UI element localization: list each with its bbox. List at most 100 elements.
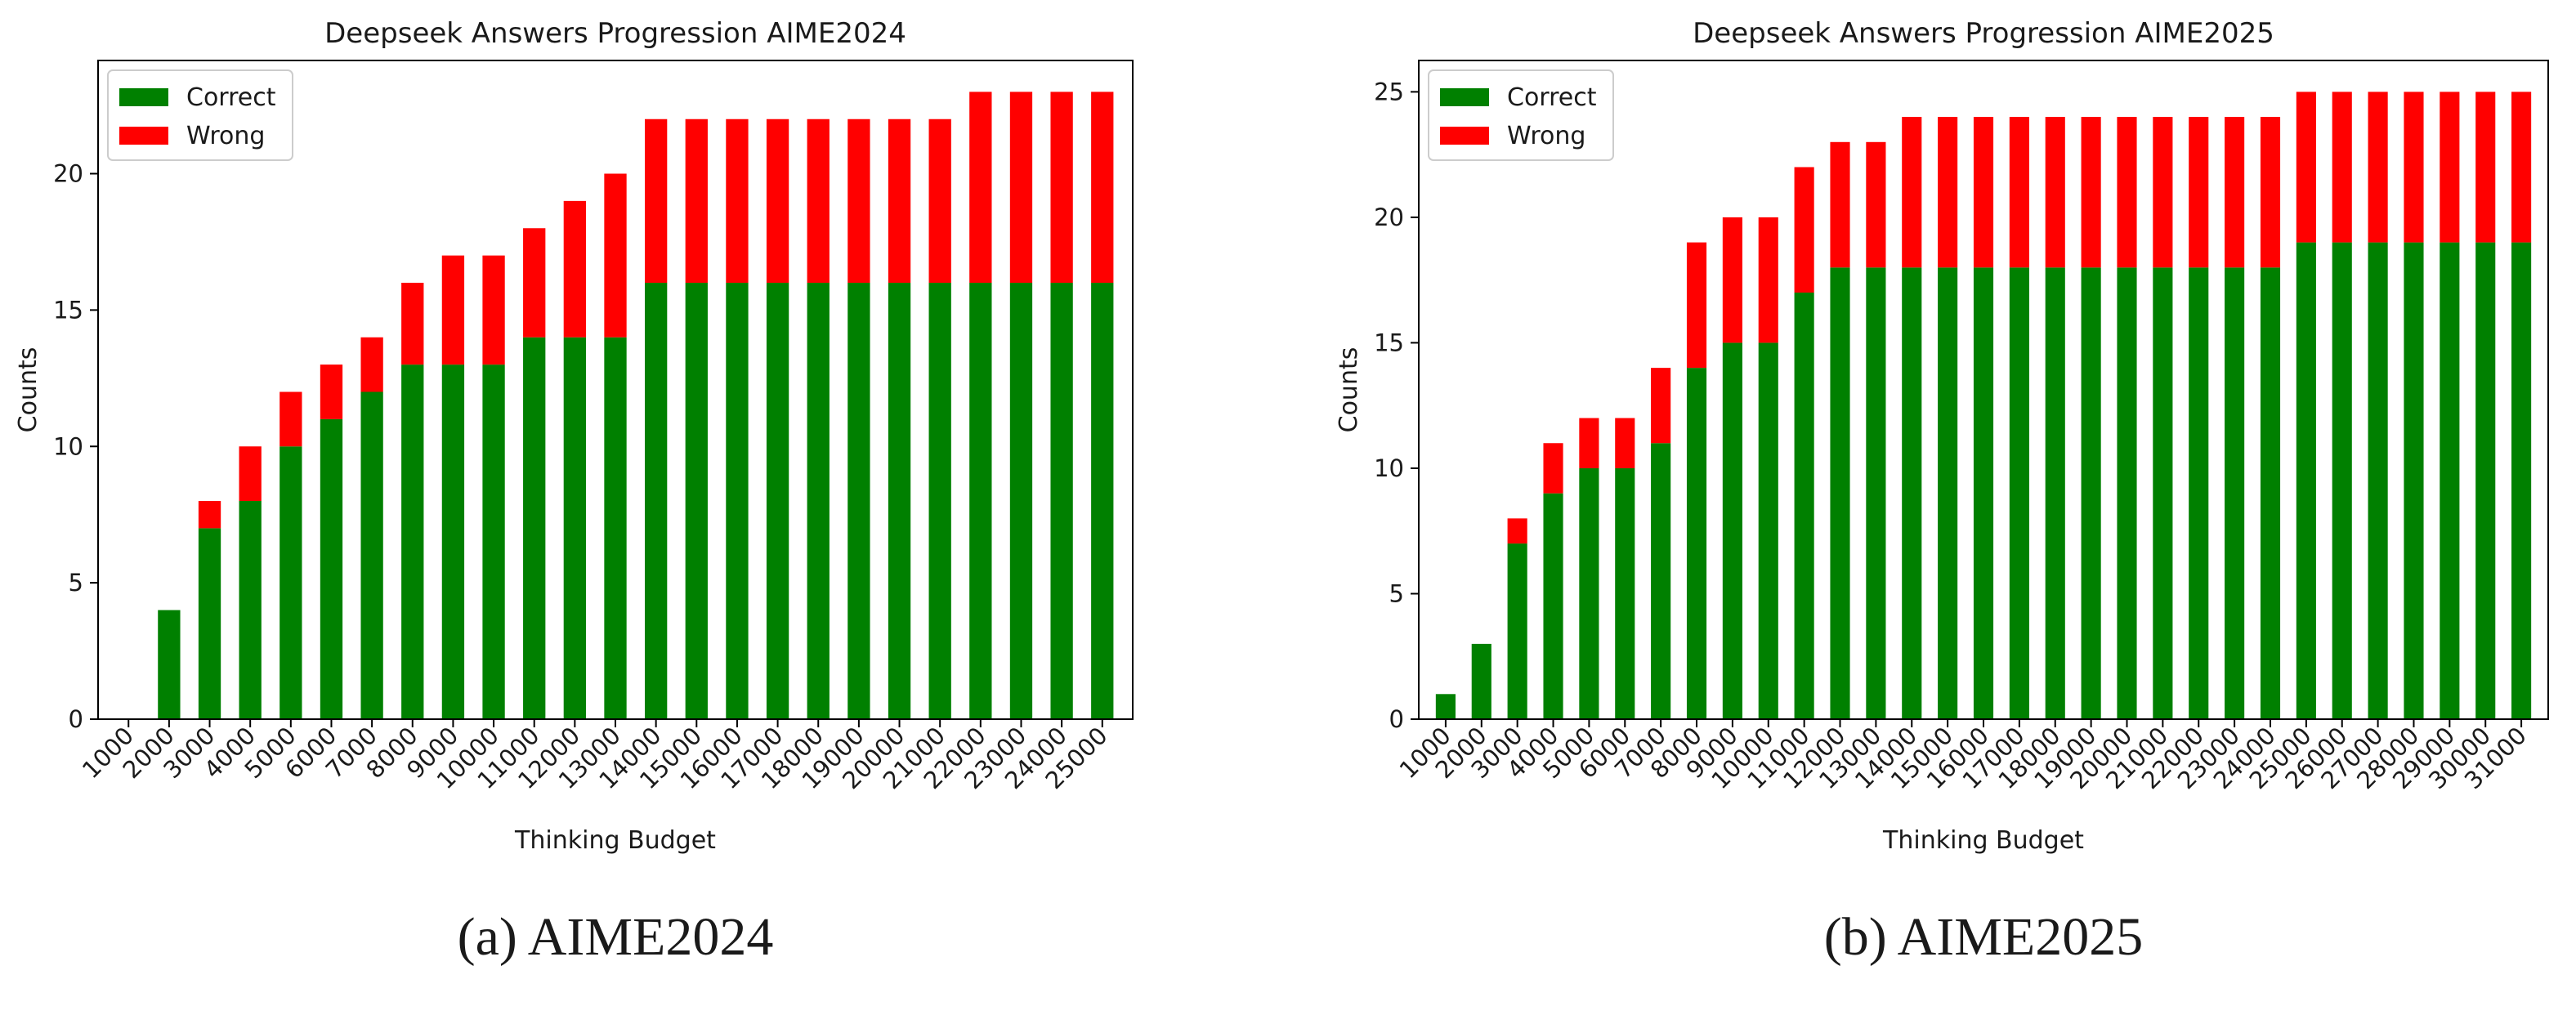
bar-wrong-12000 — [1830, 141, 1850, 268]
y-tick-label: 0 — [1389, 705, 1404, 733]
bar-correct-13000 — [1866, 267, 1886, 719]
bar-correct-24000 — [2260, 267, 2281, 719]
bar-wrong-17000 — [766, 118, 789, 284]
bar-wrong-24000 — [1050, 92, 1073, 284]
bar-wrong-5000 — [280, 391, 302, 447]
bar-correct-17000 — [2009, 267, 2029, 719]
bar-correct-19000 — [2081, 267, 2101, 719]
bar-correct-22000 — [2189, 267, 2209, 719]
bar-correct-4000 — [239, 501, 262, 719]
legend-swatch-correct — [119, 88, 168, 106]
legend-swatch-wrong — [119, 127, 168, 145]
bar-wrong-8000 — [401, 283, 424, 365]
bar-wrong-21000 — [2153, 117, 2173, 268]
bar-correct-2000 — [158, 610, 181, 719]
x-axis-label: Thinking Budget — [1882, 826, 2084, 855]
y-tick-label: 20 — [1374, 203, 1404, 231]
figure-caption: (b) AIME2025 — [1824, 907, 2143, 967]
bar-correct-16000 — [726, 283, 749, 719]
bar-wrong-26000 — [2332, 92, 2352, 243]
bar-correct-5000 — [1579, 467, 1599, 719]
bar-correct-12000 — [1830, 267, 1850, 719]
bar-correct-4000 — [1543, 493, 1563, 719]
bar-correct-6000 — [320, 418, 343, 719]
bar-correct-21000 — [928, 283, 951, 719]
chart-title: Deepseek Answers Progression AIME2024 — [324, 17, 906, 50]
bar-wrong-6000 — [320, 364, 343, 419]
bar-wrong-22000 — [969, 92, 992, 284]
bar-correct-7000 — [360, 391, 383, 719]
bar-wrong-21000 — [928, 118, 951, 284]
bar-correct-12000 — [563, 337, 587, 719]
bar-wrong-3000 — [1507, 518, 1527, 544]
bar-correct-2000 — [1471, 643, 1491, 719]
bar-correct-22000 — [969, 283, 992, 719]
bar-wrong-18000 — [2045, 117, 2065, 268]
bar-wrong-19000 — [847, 118, 870, 284]
bar-wrong-25000 — [1091, 92, 1114, 284]
bar-correct-24000 — [1050, 283, 1073, 719]
bar-wrong-15000 — [1938, 117, 1958, 268]
legend-label-wrong: Wrong — [186, 122, 265, 150]
bar-correct-23000 — [2225, 267, 2245, 719]
legend-label-correct: Correct — [186, 83, 276, 112]
bar-correct-21000 — [2153, 267, 2173, 719]
y-axis-label: Counts — [1335, 347, 1363, 433]
bar-wrong-5000 — [1579, 418, 1599, 468]
bar-correct-11000 — [1794, 293, 1814, 719]
bar-correct-29000 — [2440, 242, 2460, 720]
bar-wrong-4000 — [239, 446, 262, 502]
bar-correct-31000 — [2511, 242, 2532, 720]
chart-aime2024: 0510152010002000300040005000600070008000… — [14, 17, 1134, 967]
bar-wrong-12000 — [563, 200, 587, 338]
chart-title: Deepseek Answers Progression AIME2025 — [1693, 17, 2274, 50]
bar-wrong-15000 — [685, 118, 708, 284]
bar-wrong-14000 — [1902, 117, 1922, 268]
bar-wrong-20000 — [888, 118, 911, 284]
bar-wrong-11000 — [1794, 167, 1814, 293]
bar-correct-10000 — [1758, 342, 1778, 719]
bar-wrong-22000 — [2189, 117, 2209, 268]
legend-swatch-correct — [1440, 88, 1489, 106]
bar-wrong-31000 — [2511, 92, 2532, 243]
bar-wrong-17000 — [2009, 117, 2029, 268]
bar-wrong-7000 — [1651, 368, 1671, 444]
bar-correct-1000 — [1435, 694, 1456, 719]
bar-correct-25000 — [2296, 242, 2316, 720]
bar-wrong-14000 — [644, 118, 668, 284]
bar-correct-30000 — [2475, 242, 2496, 720]
bar-correct-15000 — [685, 283, 708, 719]
legend-label-correct: Correct — [1507, 83, 1597, 112]
bar-wrong-19000 — [2081, 117, 2101, 268]
bar-wrong-11000 — [523, 228, 546, 338]
bar-correct-7000 — [1651, 443, 1671, 719]
bar-wrong-23000 — [2225, 117, 2245, 268]
y-axis-label: Counts — [14, 347, 42, 433]
bar-correct-18000 — [2045, 267, 2065, 719]
legend-label-wrong: Wrong — [1507, 122, 1585, 150]
bar-correct-14000 — [1902, 267, 1922, 719]
y-tick-label: 15 — [1374, 329, 1404, 356]
bar-wrong-20000 — [2117, 117, 2137, 268]
bar-correct-11000 — [523, 337, 546, 719]
bar-wrong-16000 — [1973, 117, 1994, 268]
bar-wrong-28000 — [2404, 92, 2424, 243]
bar-correct-28000 — [2404, 242, 2424, 720]
bar-correct-26000 — [2332, 242, 2352, 720]
chart-panel-aime2024: 0 5 10 15 20 1000 2000 3000 4000 5000 6000 7000 8000… — [0, 0, 1288, 1020]
bar-wrong-18000 — [807, 118, 830, 284]
bar-wrong-8000 — [1686, 242, 1707, 369]
bar-wrong-30000 — [2475, 92, 2496, 243]
y-tick-label: 10 — [53, 432, 83, 460]
bar-wrong-13000 — [1866, 141, 1886, 268]
bar-wrong-13000 — [604, 173, 627, 338]
bar-correct-10000 — [482, 364, 505, 719]
bar-wrong-10000 — [1758, 217, 1778, 343]
bar-correct-20000 — [888, 283, 911, 719]
bar-wrong-27000 — [2368, 92, 2388, 243]
bar-wrong-9000 — [1722, 217, 1742, 343]
y-tick-label: 20 — [53, 160, 83, 188]
bar-wrong-4000 — [1543, 443, 1563, 494]
bar-correct-8000 — [401, 364, 424, 719]
bar-wrong-6000 — [1615, 418, 1635, 468]
